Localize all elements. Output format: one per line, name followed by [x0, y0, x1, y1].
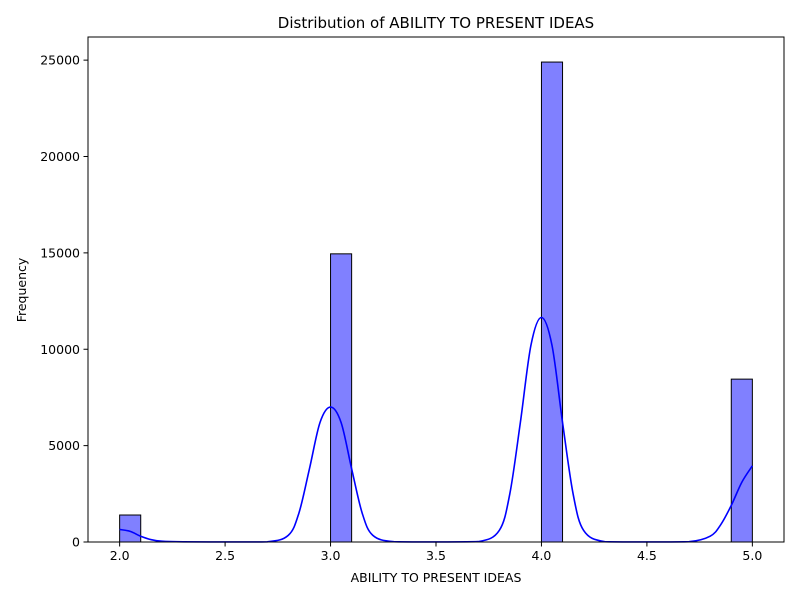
y-tick-label: 20000 — [40, 149, 80, 164]
y-tick-label: 5000 — [48, 438, 80, 453]
y-tick-label: 15000 — [40, 245, 80, 260]
x-tick-label: 4.0 — [532, 548, 552, 563]
histogram-bar-1 — [330, 253, 353, 543]
y-axis-label: Frequency — [14, 257, 29, 322]
x-axis-ticks: 2.0 2.5 3.0 3.5 4.0 4.5 5.0 — [110, 542, 762, 563]
y-tick-label: 0 — [72, 535, 80, 550]
x-tick-label: 5.0 — [742, 548, 762, 563]
plot-frame — [87, 36, 785, 543]
x-tick-label: 4.5 — [637, 548, 657, 563]
histogram-bar-0 — [119, 514, 142, 543]
x-tick-label: 2.5 — [215, 548, 235, 563]
histogram-bar-3 — [730, 378, 753, 543]
kde-curve — [119, 316, 754, 543]
x-tick-label: 2.0 — [110, 548, 130, 563]
y-axis-ticks: 0 5000 10000 15000 20000 25000 — [40, 53, 88, 550]
histogram-bar-2 — [540, 61, 564, 543]
x-axis-label: ABILITY TO PRESENT IDEAS — [351, 570, 522, 585]
x-tick-label: 3.0 — [321, 548, 341, 563]
kde-layer — [119, 316, 754, 543]
y-tick-label: 10000 — [40, 342, 80, 357]
y-tick-label: 25000 — [40, 53, 80, 68]
bars-layer — [119, 61, 753, 543]
x-tick-label: 3.5 — [426, 548, 446, 563]
chart-title: Distribution of ABILITY TO PRESENT IDEAS — [278, 14, 594, 32]
